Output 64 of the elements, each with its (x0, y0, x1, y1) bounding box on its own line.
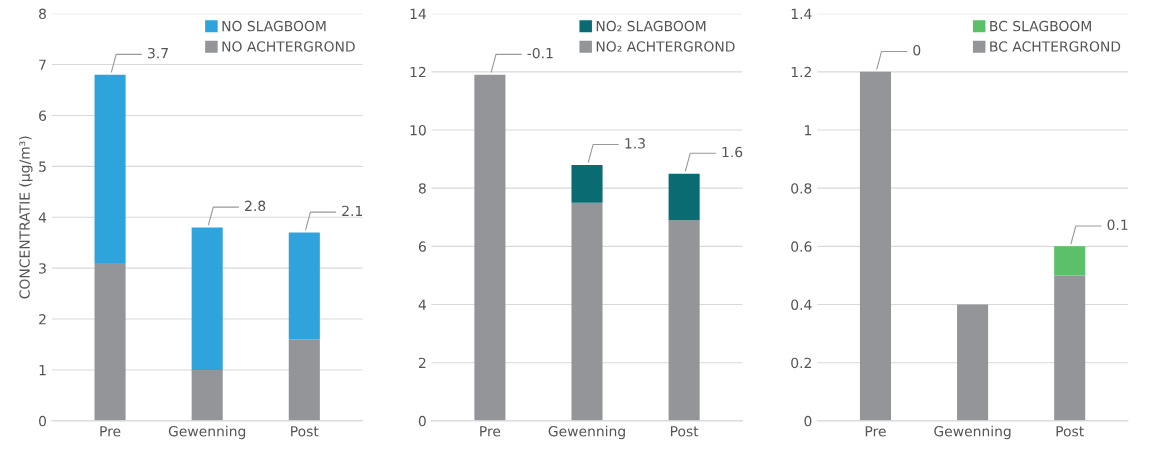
x-tick-label: Pre (100, 426, 121, 437)
y-tick-label: 8 (418, 183, 426, 194)
bar (1054, 275, 1086, 421)
y-tick-label: 1 (805, 125, 812, 136)
x-tick-label: Pre (480, 426, 501, 437)
y-tick-label: 14 (410, 8, 426, 19)
data-label: 3.7 (148, 47, 168, 59)
y-tick-label: 1 (39, 365, 46, 376)
y-tick-label: 4 (38, 212, 47, 223)
x-tick-label: Post (1056, 426, 1084, 437)
y-tick-label: 5 (39, 161, 46, 172)
data-label: 1.6 (722, 146, 743, 158)
y-axis-title: CONCENTRATIE (µg/m³) (19, 136, 33, 299)
y-tick-label: 7 (39, 59, 46, 70)
bar (859, 71, 892, 421)
x-tick-label: Pre (865, 426, 886, 437)
y-tick-label: 0.6 (791, 241, 812, 252)
y-tick-label: 12 (410, 66, 426, 78)
bar (957, 304, 989, 421)
x-tick-label: Gewenning (168, 425, 246, 440)
data-label: 2.8 (245, 200, 266, 212)
y-tick-label: 2 (39, 314, 46, 325)
bar (474, 74, 506, 421)
bar (94, 74, 126, 264)
y-tick-label: 3 (39, 263, 46, 274)
x-tick-label: Post (291, 426, 319, 437)
bar (571, 164, 603, 203)
y-tick-label: 2 (418, 357, 426, 368)
bar (571, 202, 603, 421)
data-label: 1.3 (625, 138, 645, 149)
y-tick-label: 6 (418, 241, 426, 252)
bar (94, 263, 126, 421)
y-tick-label: 0.4 (791, 299, 812, 310)
bar (288, 339, 320, 421)
y-tick-label: 0 (418, 415, 426, 427)
x-tick-label: Gewenning (934, 425, 1011, 440)
x-tick-label: Post (670, 426, 699, 437)
bar (191, 369, 223, 421)
y-tick-label: 0 (39, 415, 47, 427)
x-tick-label: Gewenning (548, 425, 625, 440)
data-label: 0.1 (1107, 219, 1128, 231)
y-tick-label: 0.8 (791, 183, 812, 194)
text: -0.1 (527, 47, 553, 59)
legend-label: BC ACHTERGROND (990, 41, 1121, 52)
data-label: 2.1 (342, 205, 363, 216)
y-tick-label: 0 (804, 415, 812, 427)
legend-label: NO SLAGBOOM (222, 20, 326, 32)
legend-label: NO ACHTERGROND (222, 41, 355, 52)
bar (668, 220, 700, 421)
legend-label: NO₂ ACHTERGROND (596, 41, 735, 52)
data-label: 0 (913, 44, 921, 56)
bar (1054, 246, 1086, 276)
legend-label: NO₂ SLAGBOOM (596, 20, 706, 32)
bar (191, 227, 223, 370)
y-tick-label: 6 (39, 110, 47, 121)
bar (288, 232, 320, 340)
y-tick-label: 8 (39, 8, 46, 20)
bar (668, 173, 700, 221)
y-tick-label: 1.2 (791, 66, 811, 78)
y-tick-label: 0.2 (791, 357, 811, 369)
y-tick-label: 10 (410, 124, 426, 136)
y-tick-label: 4 (418, 299, 426, 310)
y-tick-label: 1.4 (791, 8, 812, 19)
legend-label: BC SLAGBOOM (990, 20, 1091, 32)
